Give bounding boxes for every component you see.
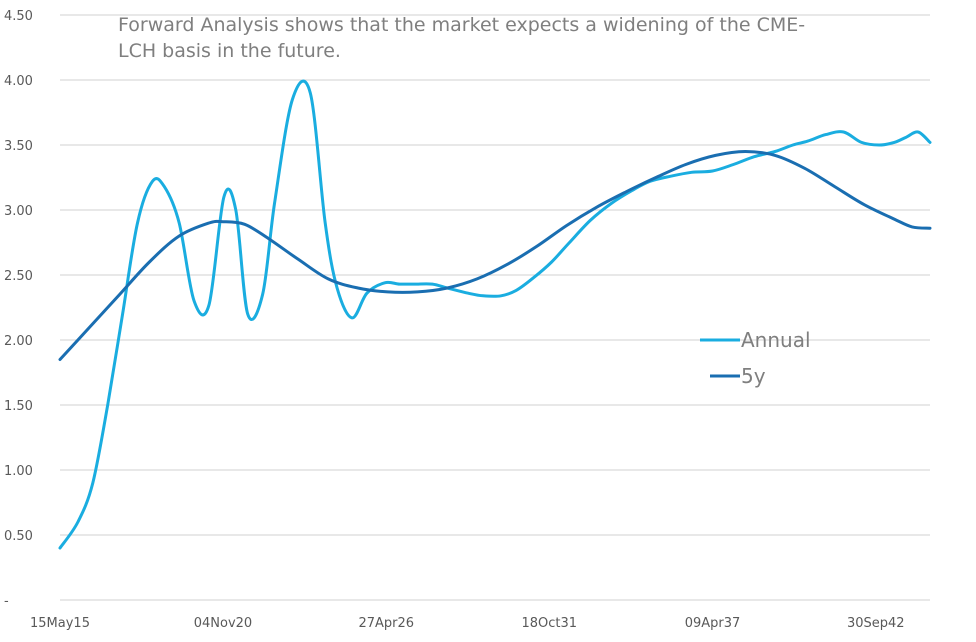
y-tick-label: 4.50 (4, 9, 33, 24)
y-tick-label: 1.00 (4, 464, 33, 479)
series-line-annual (58, 79, 932, 550)
series-line-5y (58, 150, 932, 361)
y-tick-label: 1.50 (4, 399, 33, 414)
series-lines (58, 79, 932, 550)
y-tick-label: 3.50 (4, 139, 33, 154)
y-tick-label: 4.00 (4, 74, 33, 89)
y-tick-label: 0.50 (4, 529, 33, 544)
x-tick-label: 15May15 (30, 616, 90, 631)
y-axis-ticks: - 0.50 1.00 1.50 2.00 2.50 3.00 3.50 4.00 4.50 (4, 9, 33, 609)
legend-label-annual: Annual (741, 328, 811, 352)
x-tick-label: 18Oct31 (521, 616, 577, 631)
legend: Annual 5y (700, 328, 811, 388)
chart-title-line-2: LCH basis in the future. (118, 40, 341, 62)
x-axis-ticks: 15May15 04Nov20 27Apr26 18Oct31 09Apr37 30Sep… (30, 616, 905, 631)
y-tick-label: 3.00 (4, 204, 33, 219)
x-tick-label: 04Nov20 (194, 616, 252, 631)
x-tick-label: 09Apr37 (685, 616, 741, 631)
y-tick-label: 2.00 (4, 334, 33, 349)
x-tick-label: 27Apr26 (358, 616, 414, 631)
y-tick-label: 2.50 (4, 269, 33, 284)
y-tick-label: - (4, 594, 9, 609)
chart-title-line-1: Forward Analysis shows that the market e… (118, 14, 805, 36)
gridlines (60, 14, 930, 601)
x-tick-label: 30Sep42 (847, 616, 905, 631)
legend-label-5y: 5y (741, 364, 766, 388)
